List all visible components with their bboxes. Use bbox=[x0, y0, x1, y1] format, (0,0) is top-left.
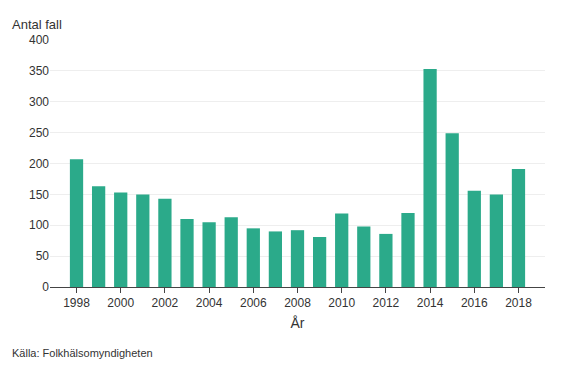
svg-text:50: 50 bbox=[36, 249, 50, 263]
svg-text:Källa: Folkhälsomyndigheten: Källa: Folkhälsomyndigheten bbox=[12, 347, 153, 359]
svg-text:250: 250 bbox=[29, 126, 49, 140]
svg-text:200: 200 bbox=[29, 157, 49, 171]
svg-text:350: 350 bbox=[29, 64, 49, 78]
svg-text:2004: 2004 bbox=[196, 296, 223, 310]
svg-text:Antal fall: Antal fall bbox=[12, 17, 62, 32]
svg-text:300: 300 bbox=[29, 95, 49, 109]
svg-text:150: 150 bbox=[29, 188, 49, 202]
svg-text:400: 400 bbox=[29, 33, 49, 47]
svg-text:2014: 2014 bbox=[417, 296, 444, 310]
svg-text:2010: 2010 bbox=[328, 296, 355, 310]
svg-text:2002: 2002 bbox=[152, 296, 179, 310]
svg-text:2006: 2006 bbox=[240, 296, 267, 310]
svg-text:0: 0 bbox=[42, 280, 49, 294]
svg-text:1998: 1998 bbox=[63, 296, 90, 310]
svg-text:2016: 2016 bbox=[461, 296, 488, 310]
svg-text:100: 100 bbox=[29, 218, 49, 232]
svg-text:2000: 2000 bbox=[107, 296, 134, 310]
svg-text:2018: 2018 bbox=[505, 296, 532, 310]
svg-text:2008: 2008 bbox=[284, 296, 311, 310]
svg-text:År: År bbox=[291, 315, 305, 331]
svg-text:2012: 2012 bbox=[373, 296, 400, 310]
